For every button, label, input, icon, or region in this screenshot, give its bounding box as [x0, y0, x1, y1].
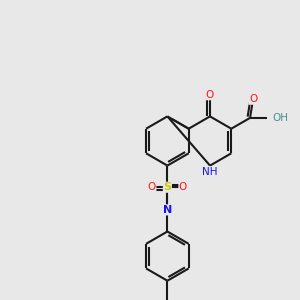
Text: O: O [249, 94, 257, 104]
Text: O: O [148, 182, 156, 192]
Text: S: S [164, 182, 171, 192]
Text: NH: NH [202, 167, 218, 177]
Text: O: O [206, 90, 214, 100]
Text: OH: OH [273, 113, 289, 123]
Text: N: N [163, 205, 172, 215]
Text: O: O [179, 182, 187, 192]
